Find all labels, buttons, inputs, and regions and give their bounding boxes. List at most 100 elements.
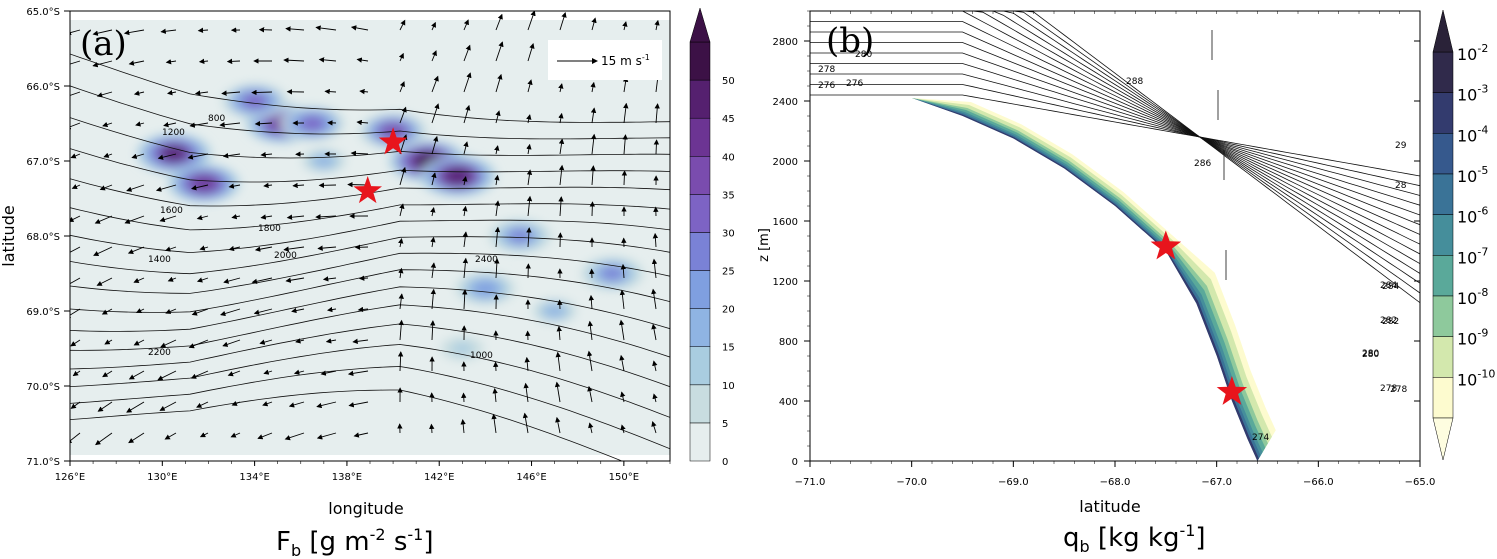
wind-vector <box>155 184 177 192</box>
wind-vector <box>262 401 273 407</box>
wind-vector <box>219 122 241 128</box>
wind-vector <box>431 50 437 62</box>
theta-contour <box>810 42 1420 226</box>
wind-vector <box>431 135 439 155</box>
wind-vector <box>522 412 529 434</box>
wind-vector <box>133 277 145 283</box>
wind-vector <box>228 245 241 252</box>
panel-a-plot: 800 1200 1600 1400 1800 2000 2200 2400 1000 126°… <box>0 7 671 518</box>
colorbar-swatch <box>689 232 711 271</box>
wind-vector <box>128 370 145 380</box>
wind-vector <box>591 17 597 31</box>
wind-vector <box>527 79 533 93</box>
x-tick-label: −69.0 <box>998 477 1029 488</box>
wind-vector <box>103 152 113 158</box>
wind-vector <box>94 215 113 224</box>
wind-vector <box>590 107 597 124</box>
wind-vector <box>526 227 532 248</box>
wind-vector <box>524 356 530 372</box>
contour-label: 1600 <box>160 206 183 216</box>
colorbar-swatch <box>1432 51 1454 93</box>
theta-contour <box>810 63 1420 206</box>
wind-vector <box>350 150 369 157</box>
wind-vector <box>558 196 564 217</box>
x-tick-label: −66.0 <box>1303 477 1334 488</box>
wind-vector <box>124 215 145 224</box>
wind-vector <box>96 91 113 98</box>
wind-vector <box>358 275 369 281</box>
x-tick-label: 138°E <box>332 472 362 483</box>
contour-label: 276 <box>818 81 835 91</box>
contour-label: 2400 <box>475 255 498 265</box>
wind-vector <box>494 200 501 217</box>
colorbar-tick-label: 10-10 <box>1457 367 1495 389</box>
wind-vector <box>102 370 113 378</box>
wind-vector <box>431 172 437 186</box>
wind-vector <box>651 288 657 310</box>
wind-vector <box>494 145 500 155</box>
colorbar-tick-label: 10-7 <box>1457 245 1488 267</box>
star-marker <box>1216 376 1248 405</box>
wind-vector <box>317 245 337 251</box>
y-tick-label: 65.0°S <box>26 7 60 18</box>
wind-vector <box>220 308 241 317</box>
wind-vector <box>554 381 561 403</box>
wind-vector <box>398 267 404 279</box>
wind-vector <box>558 138 565 155</box>
panel-a-y-ticks: 65.0°S 66.0°S 67.0°S 68.0°S 69.0°S 70.0°S 71.0… <box>26 7 70 468</box>
wind-vector <box>652 393 658 403</box>
wind-vector <box>587 320 594 341</box>
wind-vector <box>588 294 595 310</box>
colorbar-tick-label: 10-3 <box>1457 83 1488 105</box>
wind-vector <box>196 214 209 221</box>
colorbar-tick-label: 0 <box>722 457 728 468</box>
wind-vector <box>320 370 337 376</box>
wind-vector <box>104 339 113 345</box>
wind-vector <box>284 432 305 441</box>
x-tick-label: −70.0 <box>896 477 927 488</box>
wind-vector <box>356 57 369 63</box>
wind-vector <box>70 215 81 222</box>
contour-label: 288 <box>1126 77 1143 87</box>
colorbar-swatch <box>689 346 711 386</box>
contour-label: 282 <box>1382 317 1399 327</box>
wind-vector <box>228 183 241 189</box>
x-tick-label: 134°E <box>239 472 269 483</box>
theta-contour <box>810 11 1420 265</box>
colorbar-swatch <box>1432 214 1454 256</box>
wind-vector <box>356 119 369 126</box>
wind-vector <box>315 214 337 220</box>
colorbar-swatch <box>1432 92 1454 134</box>
panel-a-x-ticks: 126°E 130°E 134°E 138°E 142°E 146°E 150°E <box>55 461 671 483</box>
wind-vector <box>353 432 369 438</box>
colorbar-swatch <box>689 384 711 424</box>
wind-vector <box>199 432 209 438</box>
wind-vector <box>350 25 369 31</box>
wind-vector <box>288 401 305 408</box>
wind-vector <box>461 392 467 403</box>
wind-vector <box>295 338 305 344</box>
wind-vector <box>123 29 145 36</box>
colorbar-tick-label: 25 <box>722 267 735 278</box>
wind-vector <box>619 354 625 372</box>
y-tick-label: 2800 <box>773 37 798 48</box>
wind-vector <box>253 308 273 315</box>
wind-vector <box>494 226 501 248</box>
contour-label: 1200 <box>162 128 185 138</box>
panel-b-ylabel: z [m] <box>757 228 772 262</box>
height-contour <box>70 366 670 450</box>
wind-vector <box>92 60 113 68</box>
colorbar-swatch <box>689 270 711 309</box>
wind-vector <box>325 338 337 344</box>
y-tick-label: 400 <box>779 397 798 408</box>
wind-vector <box>653 139 660 155</box>
wind-vector <box>622 21 628 31</box>
contour-label: 280 <box>1362 349 1379 359</box>
y-tick-label: 2400 <box>773 97 798 108</box>
colorbar-swatch <box>689 422 711 462</box>
colorbar-swatch <box>689 41 711 81</box>
panel-b-star-markers <box>1150 230 1248 405</box>
wind-vector <box>654 103 660 124</box>
theta-contour <box>810 94 1420 177</box>
